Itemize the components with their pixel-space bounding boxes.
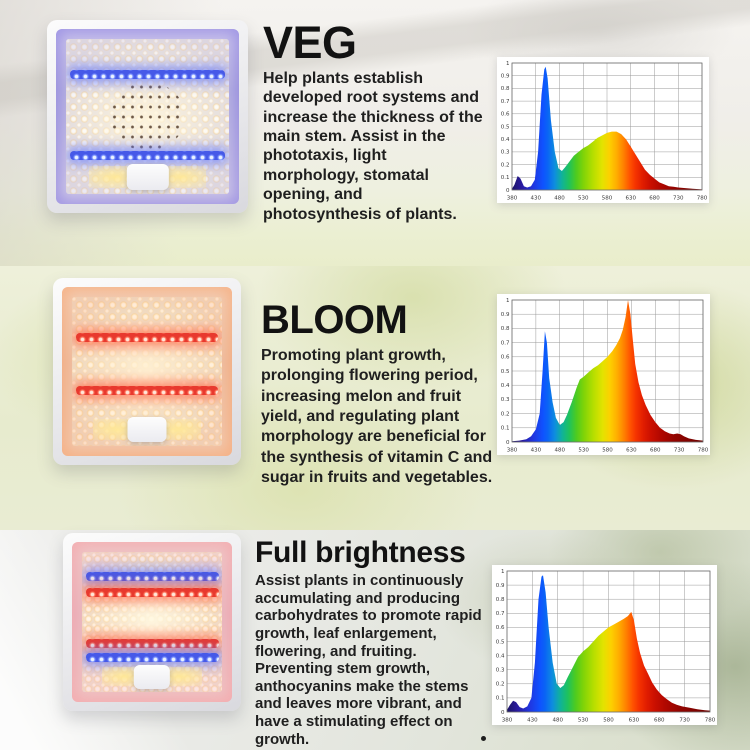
panel-frame bbox=[63, 533, 241, 711]
driver-box bbox=[127, 416, 167, 443]
veg-description: Help plants establish developed root sys… bbox=[263, 70, 483, 223]
driver-box bbox=[133, 664, 171, 689]
svg-text:780: 780 bbox=[697, 196, 708, 202]
svg-text:0.4: 0.4 bbox=[501, 137, 510, 143]
svg-text:680: 680 bbox=[649, 196, 660, 202]
svg-text:630: 630 bbox=[626, 196, 637, 202]
bloom-light-panel-photo bbox=[53, 278, 241, 465]
svg-text:480: 480 bbox=[553, 718, 564, 724]
spectrum-svg: 380 430 480 530 580 630 680 730 780 0 0.1 0.2 0.3 0.4… bbox=[496, 569, 716, 724]
svg-text:530: 530 bbox=[578, 448, 589, 454]
blue-led-strip bbox=[85, 571, 219, 581]
svg-text:780: 780 bbox=[705, 718, 716, 724]
svg-text:730: 730 bbox=[673, 196, 684, 202]
svg-text:530: 530 bbox=[578, 718, 589, 724]
led-board bbox=[72, 297, 222, 446]
svg-text:0.1: 0.1 bbox=[501, 426, 510, 432]
svg-text:0.6: 0.6 bbox=[496, 625, 505, 631]
svg-text:0.6: 0.6 bbox=[501, 112, 510, 118]
driver-box bbox=[126, 163, 169, 191]
svg-text:780: 780 bbox=[698, 448, 709, 454]
svg-text:530: 530 bbox=[578, 196, 589, 202]
full-brightness-description: Assist plants in continuously accumulati… bbox=[255, 572, 482, 748]
svg-text:580: 580 bbox=[603, 718, 614, 724]
svg-text:430: 430 bbox=[531, 448, 542, 454]
veg-light-panel-photo bbox=[47, 20, 248, 213]
red-led-strip bbox=[75, 386, 219, 396]
svg-text:680: 680 bbox=[654, 718, 665, 724]
led-board bbox=[66, 39, 229, 194]
svg-text:380: 380 bbox=[507, 448, 518, 454]
svg-text:0.3: 0.3 bbox=[501, 397, 510, 403]
svg-text:730: 730 bbox=[674, 448, 685, 454]
svg-text:680: 680 bbox=[650, 448, 661, 454]
svg-text:0.1: 0.1 bbox=[496, 696, 505, 702]
full-brightness-heading: Full brightness bbox=[255, 536, 466, 569]
svg-text:0.5: 0.5 bbox=[501, 124, 510, 130]
svg-text:1: 1 bbox=[501, 569, 505, 575]
svg-text:0.9: 0.9 bbox=[496, 583, 505, 589]
panel-bevel bbox=[62, 287, 232, 456]
svg-text:0.8: 0.8 bbox=[496, 597, 505, 603]
svg-text:1: 1 bbox=[506, 298, 510, 304]
svg-text:0.3: 0.3 bbox=[496, 668, 505, 674]
panel-bevel bbox=[72, 542, 232, 702]
svg-text:730: 730 bbox=[679, 718, 690, 724]
svg-text:0.5: 0.5 bbox=[501, 369, 510, 375]
svg-text:0.4: 0.4 bbox=[496, 653, 505, 659]
svg-text:0.4: 0.4 bbox=[501, 383, 510, 389]
red-led-strip bbox=[85, 638, 219, 648]
svg-text:580: 580 bbox=[602, 448, 613, 454]
svg-text:0.9: 0.9 bbox=[501, 312, 510, 318]
led-board bbox=[82, 552, 222, 692]
svg-text:0: 0 bbox=[501, 710, 505, 716]
svg-text:0.2: 0.2 bbox=[496, 682, 505, 688]
blue-led-strip bbox=[70, 150, 225, 160]
svg-text:480: 480 bbox=[555, 448, 566, 454]
stray-bullet-dot bbox=[481, 736, 486, 741]
veg-spectrum-chart: 380 430 480 530 580 630 680 730 780 0 0.1 0.2 0.3 0.4… bbox=[497, 57, 709, 203]
svg-text:0: 0 bbox=[506, 188, 510, 194]
svg-text:480: 480 bbox=[554, 196, 565, 202]
svg-text:380: 380 bbox=[502, 718, 513, 724]
svg-text:0.2: 0.2 bbox=[501, 162, 510, 168]
svg-text:630: 630 bbox=[629, 718, 640, 724]
svg-text:0: 0 bbox=[506, 440, 510, 446]
svg-text:0.9: 0.9 bbox=[501, 74, 510, 80]
panel-bevel bbox=[56, 29, 239, 204]
blue-led-strip bbox=[70, 70, 225, 79]
svg-text:380: 380 bbox=[507, 196, 518, 202]
full-brightness-spectrum-chart: 380 430 480 530 580 630 680 730 780 0 0.1 0.2 0.3 0.4… bbox=[492, 565, 717, 725]
blue-led-strip bbox=[85, 652, 219, 662]
spectrum-svg: 380 430 480 530 580 630 680 730 780 0 0.1 0.2 0.3 0.4… bbox=[501, 298, 709, 454]
svg-text:630: 630 bbox=[626, 448, 637, 454]
svg-text:0.3: 0.3 bbox=[501, 150, 510, 156]
svg-text:0.1: 0.1 bbox=[501, 175, 510, 181]
led-center-dots bbox=[110, 82, 185, 151]
spectrum-svg: 380 430 480 530 580 630 680 730 780 0 0.1 0.2 0.3 0.4… bbox=[501, 61, 708, 202]
svg-text:0.7: 0.7 bbox=[496, 611, 505, 617]
full-brightness-light-panel-photo bbox=[63, 533, 241, 711]
svg-text:0.8: 0.8 bbox=[501, 86, 510, 92]
svg-text:580: 580 bbox=[602, 196, 613, 202]
bloom-heading: BLOOM bbox=[261, 298, 408, 342]
bloom-spectrum-chart: 380 430 480 530 580 630 680 730 780 0 0.1 0.2 0.3 0.4… bbox=[497, 294, 710, 455]
svg-text:0.8: 0.8 bbox=[501, 326, 510, 332]
veg-heading: VEG bbox=[263, 17, 357, 68]
svg-text:430: 430 bbox=[527, 718, 538, 724]
panel-frame bbox=[47, 20, 248, 213]
svg-text:0.7: 0.7 bbox=[501, 99, 510, 105]
bloom-description: Promoting plant growth, prolonging flowe… bbox=[261, 347, 493, 486]
svg-text:430: 430 bbox=[531, 196, 542, 202]
svg-text:1: 1 bbox=[506, 61, 510, 67]
svg-text:0.2: 0.2 bbox=[501, 411, 510, 417]
panel-frame bbox=[53, 278, 241, 465]
red-led-strip bbox=[75, 332, 219, 342]
red-led-strip bbox=[85, 588, 219, 598]
svg-text:0.6: 0.6 bbox=[501, 355, 510, 361]
svg-text:0.7: 0.7 bbox=[501, 340, 510, 346]
svg-text:0.5: 0.5 bbox=[496, 639, 505, 645]
